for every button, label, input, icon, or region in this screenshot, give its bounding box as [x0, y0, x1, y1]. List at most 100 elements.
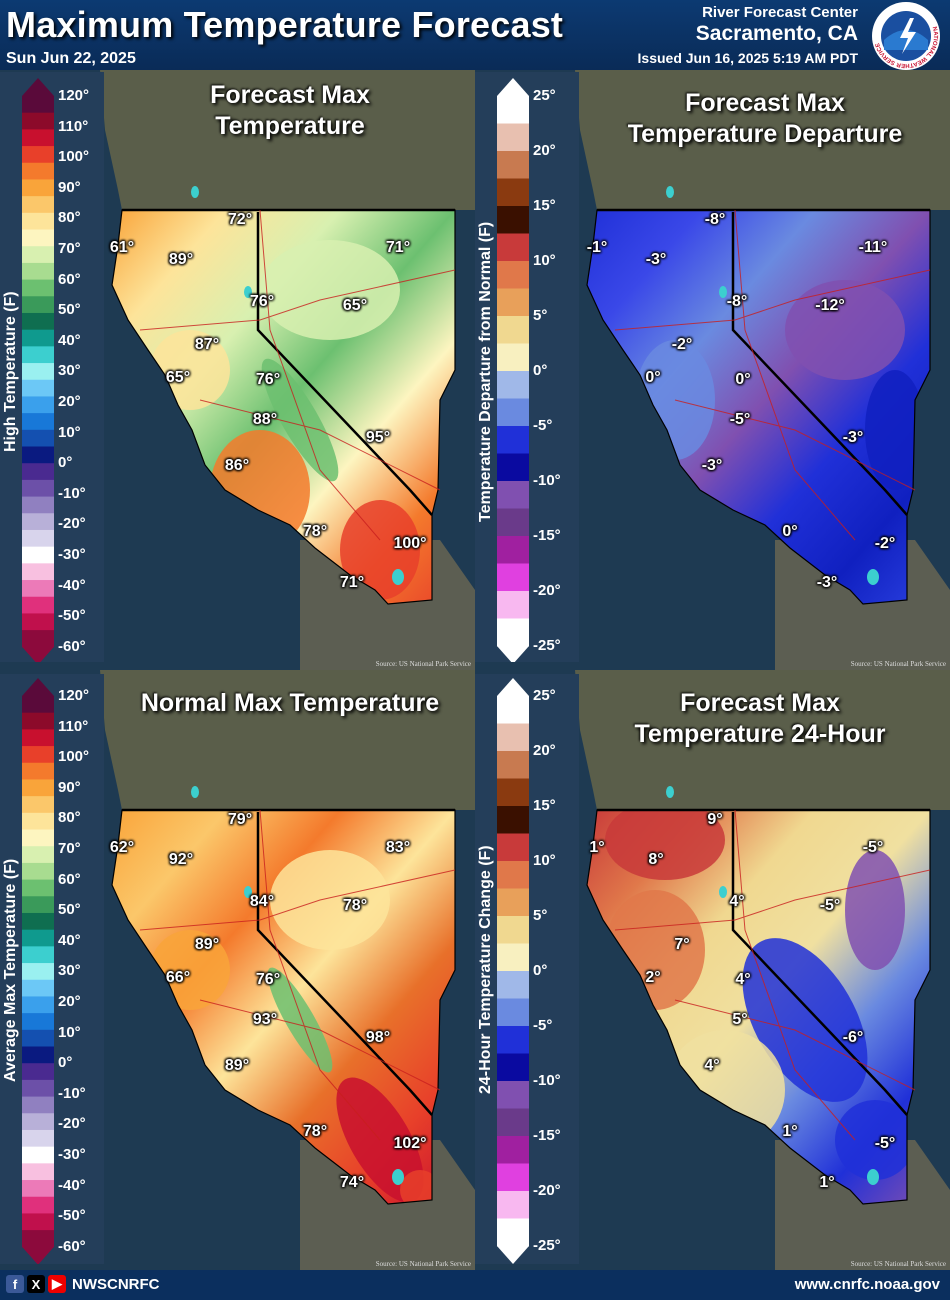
- temp-label: -3°: [701, 457, 723, 474]
- temp-label: -5°: [874, 1135, 896, 1152]
- temp-label: 74°: [339, 1174, 365, 1191]
- temp-label: 89°: [168, 251, 194, 268]
- temp-label: 83°: [385, 839, 411, 856]
- legend-tick: 10°: [533, 852, 556, 869]
- temp-label: -2°: [874, 535, 896, 552]
- legend-title: 24-Hour Temperature Change (F): [477, 845, 494, 1094]
- legend-tick: -5°: [533, 417, 553, 434]
- legend-tick: 30°: [58, 962, 81, 980]
- legend-tick: 120°: [58, 687, 90, 704]
- temp-label: 86°: [224, 457, 250, 474]
- facebook-icon[interactable]: f: [6, 1275, 24, 1293]
- temp-label: 9°: [707, 811, 723, 828]
- temp-label: 76°: [255, 371, 281, 388]
- temp-label: 72°: [227, 211, 253, 228]
- legend-tick: 50°: [58, 301, 81, 319]
- temp-label: 62°: [109, 839, 135, 856]
- legend-title: Temperature Departure from Normal (F): [477, 221, 494, 522]
- legend-tick: 60°: [58, 870, 81, 888]
- legend-tick: 25°: [533, 87, 556, 104]
- temp-label: 100°: [393, 535, 427, 552]
- temp-label: 95°: [365, 429, 391, 446]
- source-credit: Source: US National Park Service: [850, 660, 946, 668]
- temp-label: -8°: [726, 293, 748, 310]
- legend-tick: -10°: [58, 484, 86, 502]
- temp-label: 89°: [224, 1057, 250, 1074]
- page-title: Maximum Temperature Forecast: [6, 4, 564, 45]
- temp-label: 89°: [194, 936, 220, 953]
- legend-tick: -25°: [533, 637, 561, 654]
- temp-label: -3°: [842, 429, 864, 446]
- legend-tick: 40°: [58, 931, 81, 949]
- legend-tick: 0°: [533, 962, 548, 979]
- panel-title: Forecast Max Temperature: [210, 81, 370, 140]
- legend-tick: -10°: [58, 1084, 86, 1102]
- legend-tick: 20°: [533, 142, 556, 159]
- legend-tick: 70°: [58, 840, 81, 857]
- social-links: f X ▶ NWSCNRFC: [6, 1275, 160, 1293]
- temp-label: 0°: [735, 371, 751, 388]
- legend-tick: 10°: [58, 423, 81, 441]
- temp-label: 66°: [165, 969, 191, 986]
- legend-tick: -30°: [58, 546, 86, 563]
- temp-label: 78°: [342, 897, 368, 914]
- legend-tick: 25°: [533, 687, 556, 704]
- panel-title: Forecast Max Temperature 24-Hour: [634, 689, 886, 748]
- legend-tick: 70°: [58, 240, 81, 257]
- legend-tick: 90°: [58, 178, 81, 196]
- legend-tick: 80°: [58, 809, 81, 827]
- legend-tick: 110°: [58, 117, 89, 135]
- legend-tick: -50°: [58, 607, 86, 625]
- footer: f X ▶ NWSCNRFC www.cnrfc.noaa.gov: [0, 1270, 950, 1300]
- legend-tick: -15°: [533, 1127, 561, 1144]
- legend-tick: 0°: [58, 454, 73, 472]
- legend-tick: 100°: [58, 748, 90, 766]
- legend-tick: 10°: [58, 1023, 81, 1041]
- legend-tick: -40°: [58, 1176, 86, 1194]
- temp-label: 78°: [302, 1123, 328, 1140]
- legend-tick: -30°: [58, 1146, 86, 1163]
- legend-tick: -60°: [58, 637, 86, 655]
- issued-time: Issued Jun 16, 2025 5:19 AM PDT: [637, 50, 858, 66]
- temp-label: 4°: [729, 893, 745, 910]
- legend-tick: 100°: [58, 148, 90, 166]
- office-location: Sacramento, CA: [695, 22, 858, 45]
- legend-tick: 30°: [58, 362, 81, 380]
- panel-title: Normal Max Temperature: [140, 689, 440, 717]
- temp-label: 0°: [645, 369, 661, 386]
- legend-tick: 50°: [58, 901, 81, 919]
- legend-tick: -25°: [533, 1237, 561, 1254]
- temp-label: -12°: [815, 297, 845, 314]
- temp-label: 93°: [252, 1011, 278, 1028]
- legend-tick: 5°: [533, 307, 548, 324]
- panel-forecast-max: Forecast Max Temperature 61° 89° 72° 71° 76° 6…: [0, 70, 475, 670]
- temp-label: 92°: [168, 851, 194, 868]
- temp-label: 7°: [674, 936, 690, 953]
- temp-label: 76°: [255, 971, 281, 988]
- legend-title: Average Max Temperature (F): [2, 858, 19, 1082]
- x-icon[interactable]: X: [27, 1275, 45, 1293]
- temp-label: 8°: [648, 851, 664, 868]
- legend-tick: -50°: [58, 1207, 86, 1225]
- source-credit: Source: US National Park Service: [375, 1260, 471, 1268]
- temp-label: -3°: [816, 574, 838, 591]
- temp-label: 88°: [252, 411, 278, 428]
- legend-tick: -20°: [533, 1182, 561, 1199]
- temp-label: 2°: [645, 969, 661, 986]
- legend-tick: 110°: [58, 717, 89, 735]
- legend-tick: 90°: [58, 778, 81, 796]
- header: Maximum Temperature Forecast Sun Jun 22,…: [0, 0, 950, 70]
- website-link[interactable]: www.cnrfc.noaa.gov: [794, 1276, 940, 1293]
- temp-label: 1°: [819, 1174, 835, 1191]
- temp-label: -6°: [842, 1029, 864, 1046]
- youtube-icon[interactable]: ▶: [48, 1275, 66, 1293]
- temp-label: 5°: [732, 1011, 748, 1028]
- legend-avg-temp: Average Max Temperature (F) 120° 110° 100°…: [0, 674, 104, 1264]
- temp-label: -5°: [862, 839, 884, 856]
- legend-tick: 0°: [58, 1054, 73, 1072]
- temp-label: 102°: [393, 1135, 427, 1152]
- temp-label: 1°: [782, 1123, 798, 1140]
- social-handle[interactable]: NWSCNRFC: [72, 1275, 160, 1293]
- temp-label: 65°: [165, 369, 191, 386]
- panel-title: Forecast Max Temperature Departure: [627, 89, 903, 148]
